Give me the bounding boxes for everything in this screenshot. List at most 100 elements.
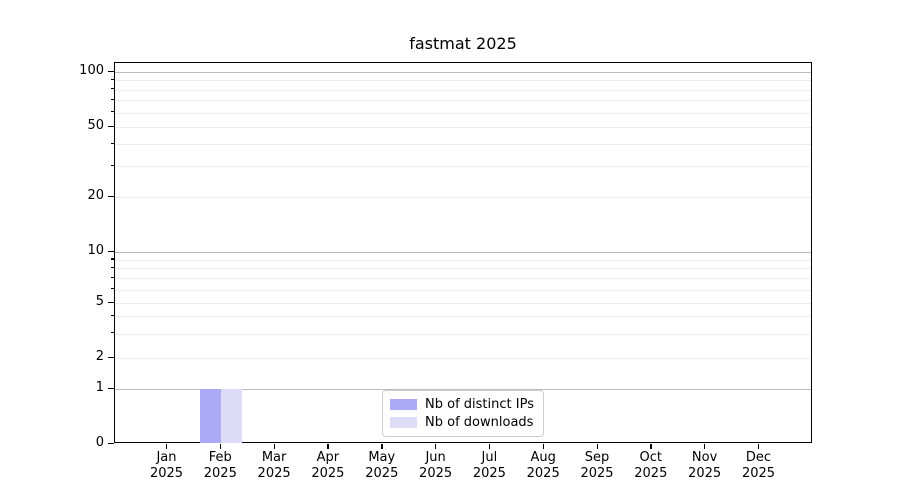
plot-area: Nb of distinct IPs Nb of downloads: [114, 62, 812, 443]
x-tick-year: 2025: [580, 465, 614, 481]
x-tick-label: Jun 2025: [404, 450, 468, 481]
y-tick-label: 20: [87, 188, 104, 203]
x-tick-year: 2025: [257, 465, 291, 481]
minor-gridline: [115, 358, 811, 359]
x-tick-year: 2025: [634, 465, 668, 481]
x-tick-month: Feb: [208, 450, 232, 465]
y-tick-mark: [108, 387, 114, 389]
x-tick-year: 2025: [365, 465, 399, 481]
x-tick-label: Mar 2025: [242, 450, 306, 481]
x-tick-year: 2025: [472, 465, 506, 481]
y-tick-label: 0: [95, 435, 104, 450]
y-minor-tick-mark: [111, 332, 114, 334]
minor-gridline: [115, 166, 811, 167]
minor-gridline: [115, 144, 811, 146]
x-tick-mark: [381, 444, 383, 449]
legend: Nb of distinct IPs Nb of downloads: [382, 390, 544, 437]
y-tick-label: 50: [87, 118, 104, 133]
y-minor-tick-mark: [111, 142, 114, 144]
x-tick-month: Jan: [156, 450, 177, 465]
minor-gridline: [115, 259, 811, 261]
x-tick-label: Nov 2025: [673, 450, 737, 481]
y-tick-mark: [108, 442, 114, 444]
minor-gridline: [115, 112, 811, 114]
y-tick-mark: [108, 250, 114, 252]
y-minor-tick-mark: [111, 78, 114, 81]
x-tick-mark: [596, 444, 598, 449]
legend-label: Nb of distinct IPs: [425, 397, 534, 413]
y-tick-mark: [108, 356, 114, 358]
x-tick-label: Sep 2025: [565, 450, 629, 481]
x-tick-year: 2025: [741, 465, 776, 481]
y-tick-mark: [108, 70, 114, 72]
y-minor-tick-mark: [111, 88, 114, 90]
x-tick-month: Jun: [425, 450, 446, 465]
x-tick-mark: [273, 444, 275, 449]
y-minor-tick-mark: [111, 266, 114, 269]
major-gridline: [115, 252, 811, 253]
minor-gridline: [115, 303, 811, 304]
y-minor-tick-mark: [111, 258, 114, 260]
minor-gridline: [115, 197, 811, 198]
x-tick-label: May 2025: [350, 450, 414, 481]
x-tick-mark: [327, 444, 329, 449]
x-tick-year: 2025: [203, 465, 237, 481]
x-tick-year: 2025: [311, 465, 345, 481]
major-gridline: [115, 72, 811, 73]
legend-item: Nb of downloads: [390, 414, 534, 432]
x-tick-label: Aug 2025: [511, 450, 575, 481]
y-minor-tick-mark: [111, 288, 114, 290]
y-minor-tick-mark: [111, 111, 114, 113]
minor-gridline: [115, 316, 811, 318]
y-tick-label: 1: [95, 380, 104, 395]
x-tick-label: Jan 2025: [135, 450, 199, 481]
chart-title: fastmat 2025: [409, 34, 517, 53]
minor-gridline: [115, 278, 811, 280]
y-tick-mark: [108, 125, 114, 127]
x-tick-mark: [542, 444, 544, 449]
x-tick-mark: [435, 444, 437, 449]
minor-gridline: [115, 333, 811, 335]
x-tick-month: Nov: [691, 450, 718, 465]
y-tick-mark: [108, 301, 114, 303]
x-tick-mark: [650, 444, 652, 449]
y-minor-tick-mark: [111, 164, 114, 166]
legend-item: Nb of distinct IPs: [390, 396, 534, 414]
legend-swatch-icon: [390, 399, 418, 411]
x-tick-year: 2025: [149, 465, 184, 481]
x-tick-mark: [758, 444, 760, 449]
minor-gridline: [115, 127, 811, 128]
x-tick-label: Dec 2025: [727, 450, 791, 481]
x-tick-label: Oct 2025: [619, 450, 683, 481]
legend-label: Nb of downloads: [425, 414, 534, 430]
minor-gridline: [115, 100, 811, 102]
bar-distinct-ips: [200, 389, 222, 443]
x-tick-month: Aug: [530, 450, 556, 465]
x-tick-month: Jul: [481, 450, 498, 465]
major-gridline: [115, 389, 811, 390]
y-minor-tick-mark: [111, 98, 114, 101]
y-tick-mark: [108, 195, 114, 197]
y-minor-tick-mark: [111, 314, 114, 317]
x-tick-mark: [704, 444, 706, 449]
x-tick-month: Oct: [639, 450, 663, 465]
x-tick-label: Feb 2025: [188, 450, 252, 481]
y-tick-label: 2: [95, 349, 104, 364]
x-tick-mark: [166, 444, 168, 449]
x-tick-year: 2025: [526, 465, 560, 481]
bar-downloads: [221, 389, 243, 443]
x-tick-month: Apr: [316, 450, 340, 465]
minor-gridline: [115, 89, 811, 91]
y-tick-label: 100: [79, 63, 104, 78]
y-tick-label: 10: [87, 243, 104, 258]
y-minor-tick-mark: [111, 276, 114, 278]
x-tick-month: May: [368, 450, 396, 465]
x-tick-month: Dec: [745, 450, 772, 465]
x-tick-label: Jul 2025: [457, 450, 521, 481]
y-tick-label: 5: [95, 294, 104, 309]
x-tick-year: 2025: [688, 465, 722, 481]
x-tick-label: Apr 2025: [296, 450, 360, 481]
minor-gridline: [115, 289, 811, 291]
x-tick-month: Mar: [261, 450, 287, 465]
